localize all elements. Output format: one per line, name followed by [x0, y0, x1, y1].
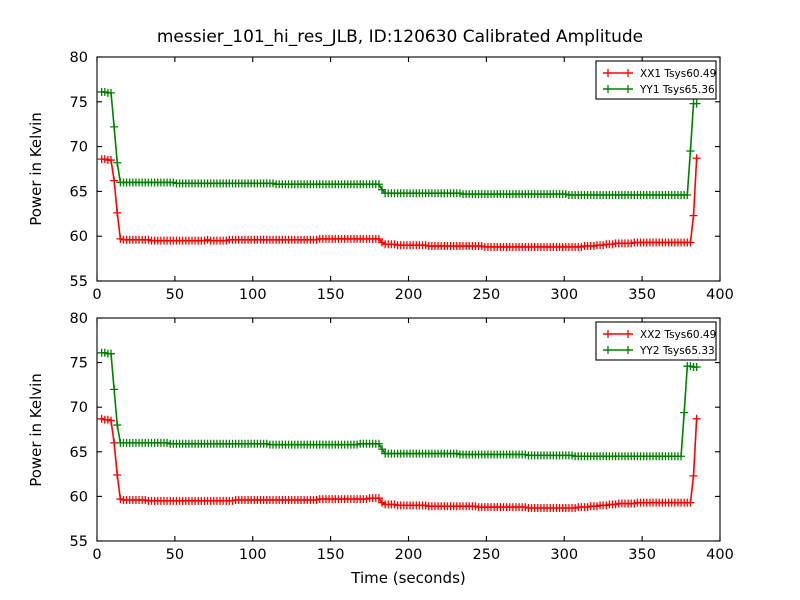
y-tick-label: 70 [70, 400, 88, 416]
x-tick-label: 0 [92, 287, 101, 303]
data-group [97, 87, 701, 251]
x-tick-label: 0 [92, 547, 101, 563]
legend[interactable]: XX2 Tsys60.49 YY2 Tsys65.33 [595, 321, 717, 361]
x-axis-label-bottom: Time (seconds) [351, 569, 466, 587]
x-tick-label: 150 [317, 287, 345, 303]
data-group [97, 348, 701, 512]
x-tick-label: 350 [628, 547, 656, 563]
y-tick-label: 65 [70, 445, 88, 461]
legend-label: XX2 Tsys60.49 [640, 329, 716, 341]
legend[interactable]: XX1 Tsys60.49 YY1 Tsys65.36 [595, 60, 717, 100]
y-tick-label: 65 [70, 184, 88, 200]
legend-box [595, 321, 717, 361]
series-xx [97, 414, 701, 512]
series-line [101, 418, 698, 509]
y-tick-label: 75 [70, 95, 88, 111]
legend-box [595, 60, 717, 100]
legend-label: YY1 Tsys65.36 [639, 84, 715, 96]
x-tick-label: 100 [239, 547, 267, 563]
y-tick-label: 60 [70, 489, 88, 505]
x-tick-label: 50 [166, 547, 184, 563]
series-markers [97, 154, 701, 251]
x-tick-label: 200 [395, 287, 423, 303]
series-yy [97, 87, 701, 199]
series-markers [97, 348, 701, 461]
series-markers [97, 414, 701, 512]
x-tick-label: 300 [550, 547, 578, 563]
series-line [101, 91, 697, 196]
figure-title: messier_101_hi_res_JLB, ID:120630 Calibr… [156, 27, 644, 47]
x-tick-label: 50 [166, 287, 184, 303]
x-tick-label: 400 [706, 287, 734, 303]
y-tick-label: 70 [70, 140, 88, 156]
y-tick-label: 60 [70, 229, 88, 245]
x-tick-label: 200 [395, 547, 423, 563]
axes-panel-bottom: 0 50 100 150 200 250 300 350 400 55 60 65 70 75 80 XX2 … [70, 311, 734, 563]
x-tick-label: 250 [473, 547, 501, 563]
y-tick-label: 55 [70, 534, 88, 550]
axes-panel-top: 0 50 100 150 200 250 300 350 400 55 60 65 70 75 80 XX1 … [70, 50, 734, 303]
x-tick-label: 400 [706, 547, 734, 563]
x-tick-label: 300 [550, 287, 578, 303]
series-yy [97, 348, 701, 461]
legend-label: YY2 Tsys65.33 [639, 345, 715, 357]
series-xx [97, 154, 701, 251]
x-tick-label: 150 [317, 547, 345, 563]
y-tick-label: 55 [70, 274, 88, 290]
legend-label: XX1 Tsys60.49 [640, 68, 716, 80]
x-tick-label: 100 [239, 287, 267, 303]
series-markers [97, 87, 701, 199]
y-tick-label: 80 [70, 50, 88, 66]
series-line [101, 351, 697, 458]
x-tick-label: 350 [628, 287, 656, 303]
x-tick-label: 250 [473, 287, 501, 303]
y-tick-label: 75 [70, 356, 88, 372]
series-line [101, 158, 698, 248]
y-tick-label: 80 [70, 311, 88, 327]
